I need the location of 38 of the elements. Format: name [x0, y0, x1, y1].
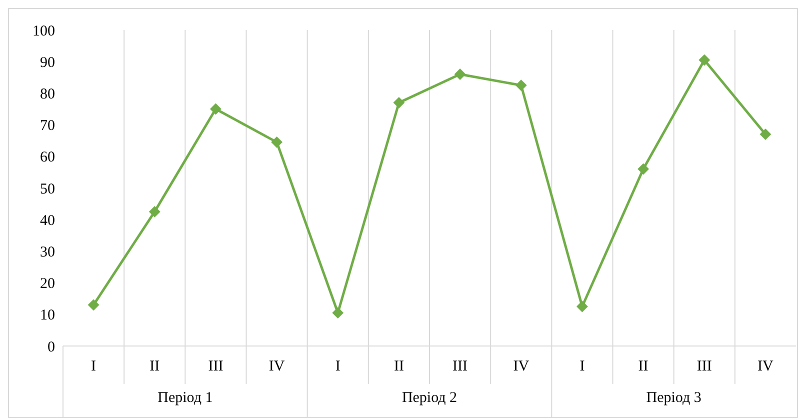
- point: [516, 80, 527, 91]
- point: [638, 164, 649, 175]
- y-tick-label: 80: [40, 86, 55, 103]
- point: [576, 301, 588, 312]
- point: [149, 206, 160, 218]
- x-tick-label: II: [394, 358, 404, 375]
- point: [393, 97, 404, 108]
- y-tick-label: 10: [40, 308, 55, 324]
- y-tick-label: 60: [40, 150, 55, 166]
- y-tick-label: 70: [40, 118, 55, 134]
- x-tick-label: I: [91, 358, 96, 375]
- x-tick-label: IV: [268, 358, 285, 375]
- text: Період 1: [156, 390, 214, 407]
- x-tick-label: III: [452, 358, 468, 375]
- x-tick-label: I: [335, 358, 340, 375]
- x-tick-label: II: [638, 358, 648, 375]
- point: [454, 68, 466, 80]
- point: [332, 307, 344, 318]
- y-tick-label: 50: [40, 181, 55, 198]
- x-tick-label: II: [150, 358, 160, 375]
- point: [271, 136, 282, 148]
- point: [88, 299, 100, 310]
- x-tick-label: IV: [513, 358, 530, 375]
- x-tick-label: IV: [758, 358, 774, 375]
- point: [210, 104, 222, 114]
- x-tick-label: III: [696, 358, 712, 375]
- y-tick-label: 90: [40, 54, 55, 71]
- text: Період 2: [400, 390, 458, 407]
- point: [698, 54, 710, 66]
- y-tick-label: 100: [32, 23, 55, 40]
- x-tick-label: III: [208, 358, 224, 375]
- y-tick-label: 30: [40, 244, 55, 261]
- point: [760, 128, 771, 140]
- y-tick-label: 0: [48, 339, 55, 356]
- x-tick-label: I: [580, 358, 585, 375]
- y-tick-label: 40: [40, 212, 55, 229]
- text: Період 3: [645, 390, 702, 407]
- y-tick-label: 20: [40, 276, 55, 292]
